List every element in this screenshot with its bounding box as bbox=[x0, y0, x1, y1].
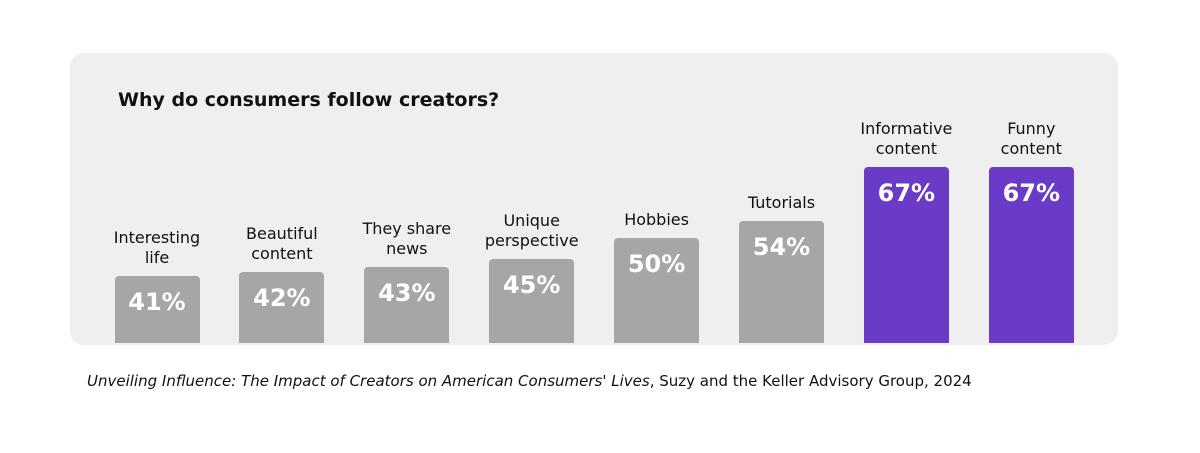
value-label: 67% bbox=[877, 178, 936, 207]
bar: 54% bbox=[739, 221, 824, 343]
value-label: 67% bbox=[1002, 178, 1061, 207]
chart-title: Why do consumers follow creators? bbox=[118, 89, 500, 111]
bar: 43% bbox=[364, 267, 450, 343]
caption: Unveiling Influence: The Impact of Creat… bbox=[87, 372, 972, 390]
bar: 41% bbox=[114, 275, 200, 343]
value-label: 41% bbox=[128, 287, 186, 316]
bar: 67% bbox=[863, 166, 949, 343]
category-label: Funny content bbox=[1000, 118, 1062, 158]
category-label: Beautiful content bbox=[246, 223, 318, 263]
category-label: Hobbies bbox=[624, 210, 689, 229]
category-label: Interesting life bbox=[113, 227, 201, 267]
value-label: 54% bbox=[752, 233, 811, 262]
value-label: 43% bbox=[378, 279, 436, 308]
bar: 45% bbox=[489, 259, 575, 343]
value-label: 42% bbox=[253, 283, 311, 312]
bar: 42% bbox=[239, 271, 325, 343]
value-label: 45% bbox=[502, 271, 561, 299]
bar: 67% bbox=[988, 166, 1074, 343]
category-label: They share news bbox=[362, 219, 452, 259]
category-label: Unique perspective bbox=[484, 211, 579, 250]
source-detail: , Suzy and the Keller Advisory Group, 20… bbox=[649, 372, 972, 390]
category-label: Informative content bbox=[860, 118, 953, 158]
bar: 50% bbox=[614, 238, 700, 343]
source-title: Unveiling Influence: The Impact of Creat… bbox=[87, 372, 650, 390]
value-label: 50% bbox=[627, 250, 686, 278]
category-label: Tutorials bbox=[747, 193, 816, 213]
